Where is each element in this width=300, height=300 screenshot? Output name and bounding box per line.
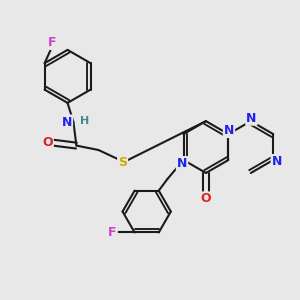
Text: S: S [118,156,127,169]
Text: N: N [224,124,234,137]
Text: F: F [48,36,56,49]
Text: N: N [177,157,187,170]
Text: O: O [42,136,53,149]
Text: F: F [108,226,117,239]
Text: N: N [272,155,282,168]
Text: N: N [246,112,256,125]
Text: H: H [80,116,89,126]
Text: O: O [201,192,211,206]
Text: N: N [62,116,72,128]
